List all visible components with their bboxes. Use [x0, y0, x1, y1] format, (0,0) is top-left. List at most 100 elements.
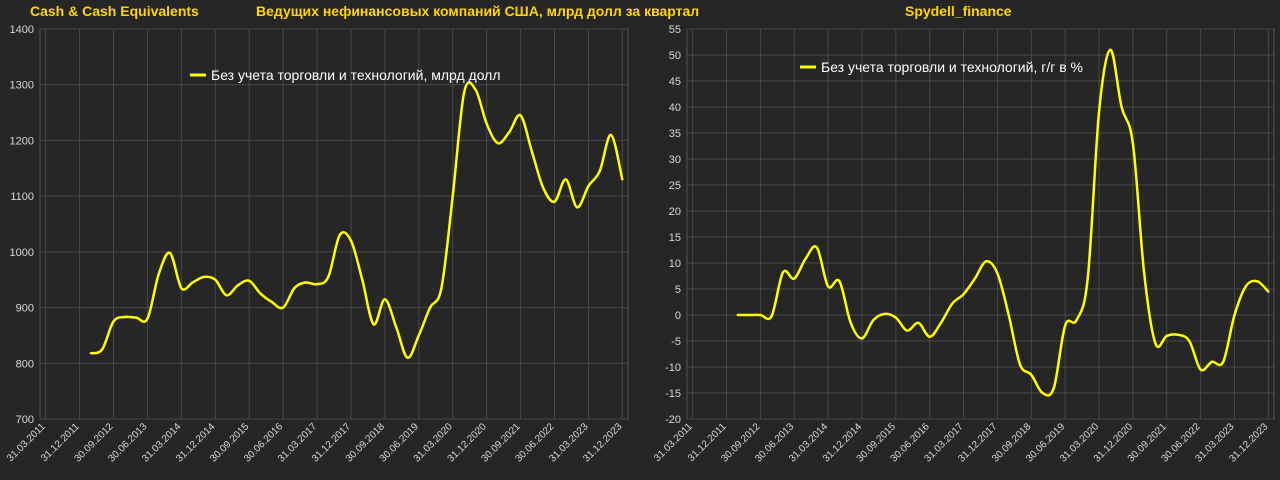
- center-title: Ведущих нефинансовых компаний США, млрд …: [256, 3, 700, 19]
- data-point: [1165, 334, 1168, 337]
- data-point: [1199, 368, 1202, 371]
- data-point: [372, 323, 375, 326]
- data-point: [395, 325, 398, 329]
- data-point: [621, 178, 624, 181]
- y-tick-label: 1400: [10, 24, 34, 36]
- data-point: [168, 251, 172, 255]
- y-tick-label: -20: [665, 414, 681, 426]
- data-point: [89, 352, 93, 355]
- data-point: [1233, 313, 1236, 317]
- data-point: [564, 178, 567, 181]
- data-point: [315, 283, 319, 286]
- data-point: [849, 321, 852, 324]
- data-point: [214, 278, 217, 281]
- data-point: [428, 306, 432, 309]
- data-point: [1176, 333, 1180, 336]
- data-point: [462, 91, 466, 95]
- data-point: [575, 206, 579, 209]
- data-point: [1210, 360, 1214, 363]
- data-point: [962, 293, 965, 296]
- data-point: [872, 319, 875, 322]
- data-point: [1154, 342, 1157, 345]
- data-point: [1143, 272, 1146, 275]
- right-title: Spydell_finance: [905, 3, 1012, 19]
- data-point: [293, 286, 296, 290]
- data-point: [860, 337, 864, 340]
- data-point: [984, 260, 988, 263]
- plot-area: [686, 28, 1275, 420]
- y-tick-label: 1000: [10, 247, 34, 259]
- data-point: [338, 233, 341, 237]
- data-point: [793, 277, 796, 280]
- data-point: [1041, 391, 1044, 395]
- data-point: [259, 292, 262, 295]
- data-point: [485, 122, 488, 125]
- data-point: [1007, 313, 1010, 317]
- data-point: [191, 281, 194, 284]
- data-point: [1267, 290, 1270, 293]
- data-point: [406, 356, 409, 359]
- data-point: [587, 184, 590, 188]
- data-point: [270, 300, 273, 304]
- y-tick-label: 55: [669, 24, 681, 36]
- data-point: [146, 317, 149, 320]
- legend-label: Без учета торговли и технологий, млрд до…: [211, 67, 501, 83]
- data-point: [1244, 285, 1247, 288]
- y-tick-label: 10: [669, 258, 681, 270]
- y-tick-label: 20: [669, 206, 681, 218]
- y-tick-label: 45: [669, 76, 681, 88]
- y-tick-label: 25: [669, 180, 681, 192]
- data-point: [1109, 48, 1112, 51]
- data-point: [451, 194, 454, 198]
- data-point: [894, 316, 897, 319]
- data-point: [928, 335, 931, 338]
- chart-right: -20-15-10-5051015202530354045505531.03.2…: [652, 24, 1275, 465]
- y-tick-label: 700: [16, 414, 34, 426]
- y-tick-label: -15: [665, 388, 681, 400]
- data-point: [440, 286, 443, 290]
- data-point: [474, 88, 477, 91]
- data-point: [304, 281, 307, 284]
- data-point: [826, 285, 830, 288]
- data-point: [804, 257, 807, 260]
- data-point: [736, 313, 739, 317]
- data-point: [225, 294, 228, 297]
- y-tick-label: 1300: [10, 80, 34, 92]
- data-point: [361, 278, 364, 281]
- data-point: [1052, 386, 1056, 389]
- data-point: [939, 321, 943, 324]
- data-point: [123, 315, 127, 319]
- y-tick-label: 1100: [10, 191, 34, 203]
- data-point: [236, 284, 240, 287]
- data-point: [1030, 373, 1033, 376]
- data-point: [1255, 280, 1259, 283]
- data-point: [917, 321, 920, 324]
- legend-label: Без учета торговли и технологий, г/г в %: [821, 59, 1083, 75]
- data-point: [519, 114, 522, 117]
- data-point: [770, 314, 773, 318]
- data-point: [202, 275, 206, 279]
- data-point: [973, 277, 977, 280]
- data-point: [157, 272, 160, 276]
- left-title: Cash & Cash Equivalents: [30, 3, 199, 19]
- y-tick-label: 800: [16, 358, 34, 370]
- data-point: [905, 329, 909, 332]
- data-point: [180, 286, 183, 290]
- y-tick-label: -5: [671, 336, 681, 348]
- data-point: [1075, 319, 1078, 322]
- data-point: [598, 169, 601, 173]
- y-tick-label: 5: [675, 284, 681, 296]
- data-point: [542, 186, 545, 189]
- y-tick-label: 35: [669, 128, 681, 140]
- data-point: [781, 271, 785, 274]
- data-point: [996, 272, 999, 275]
- data-point: [281, 306, 285, 309]
- data-point: [838, 280, 841, 283]
- chart-left: 7008009001000110012001300140031.03.20113…: [5, 24, 629, 465]
- data-point: [101, 348, 104, 351]
- data-point: [951, 302, 954, 305]
- data-point: [417, 334, 420, 337]
- data-point: [383, 298, 387, 301]
- data-point: [1018, 363, 1022, 366]
- y-tick-label: -10: [665, 362, 681, 374]
